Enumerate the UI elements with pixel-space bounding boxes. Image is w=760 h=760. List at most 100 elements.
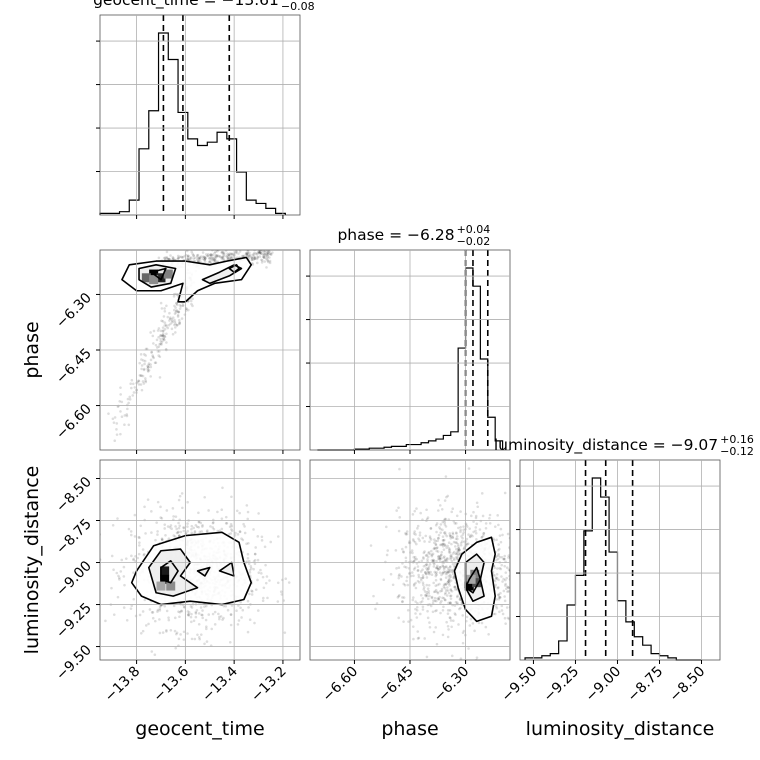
point [402,596,406,599]
point [514,550,517,553]
point [412,560,416,563]
point [432,590,436,594]
point [465,525,469,528]
point [404,531,407,535]
point [262,255,266,259]
point [107,412,110,415]
point [503,557,506,561]
point [476,505,480,509]
point [165,628,168,632]
point [256,578,259,582]
point [511,562,514,565]
point [195,525,199,529]
point [424,534,428,538]
point [414,533,417,536]
contour-line-geocent-time-vs-phase-0 [121,256,253,303]
point [540,582,543,585]
point [174,292,178,296]
point [263,260,267,263]
point [146,370,150,373]
point [454,537,458,541]
point [231,256,234,259]
point [182,526,186,530]
point [178,524,182,528]
point [165,304,168,308]
point [237,252,240,255]
point [116,517,119,520]
point [443,570,447,574]
point [120,400,124,404]
point [419,576,423,580]
point [405,566,408,569]
point [441,572,445,575]
point [502,557,505,561]
point [442,538,446,542]
point [503,595,506,598]
point [396,596,400,599]
xtick-label-phase-2: −6.30 [431,664,473,706]
point [428,621,431,624]
point [512,579,515,582]
point [438,504,442,507]
point [165,630,168,633]
point [260,259,264,262]
point [266,258,269,262]
panel-geocent-time-vs-luminosity-distance [100,486,291,660]
hist-frame-luminosity-distance [519,459,721,661]
point [183,313,187,316]
point [201,525,204,528]
point [414,600,417,603]
point [263,250,267,253]
point [462,547,466,551]
point [507,554,510,557]
point [492,538,496,542]
point [524,558,527,561]
point [153,619,157,623]
point [246,510,250,514]
point [258,240,261,243]
point [267,260,270,264]
point [170,327,174,331]
point [246,552,250,556]
point [143,598,147,602]
point [404,556,408,560]
point [245,251,248,255]
point [443,555,446,558]
point [455,557,459,561]
point [452,557,456,560]
point [461,614,465,617]
point [415,605,419,609]
point [453,564,456,568]
density-cell-geocent-time-vs-luminosity-distance-3 [156,581,166,591]
point [195,257,199,261]
point [262,250,266,253]
point [413,555,417,559]
point [488,516,491,520]
ytick-label-phase-0: −6.60 [53,401,95,443]
point [462,629,466,633]
point [405,575,409,579]
point [495,572,499,576]
point [174,525,177,528]
point [475,522,479,526]
point [507,586,510,590]
point [189,615,193,619]
point [265,575,269,578]
point [445,594,449,597]
point [222,252,226,256]
point [419,578,423,582]
point [149,358,153,362]
point [192,254,195,257]
point [443,523,447,526]
point [425,562,428,566]
point [452,558,456,562]
point [531,587,534,590]
point [214,250,217,254]
point [190,531,194,535]
point [246,252,250,255]
point [203,642,206,646]
point [415,557,419,561]
point [449,579,453,582]
point [247,541,250,545]
point [194,612,198,615]
